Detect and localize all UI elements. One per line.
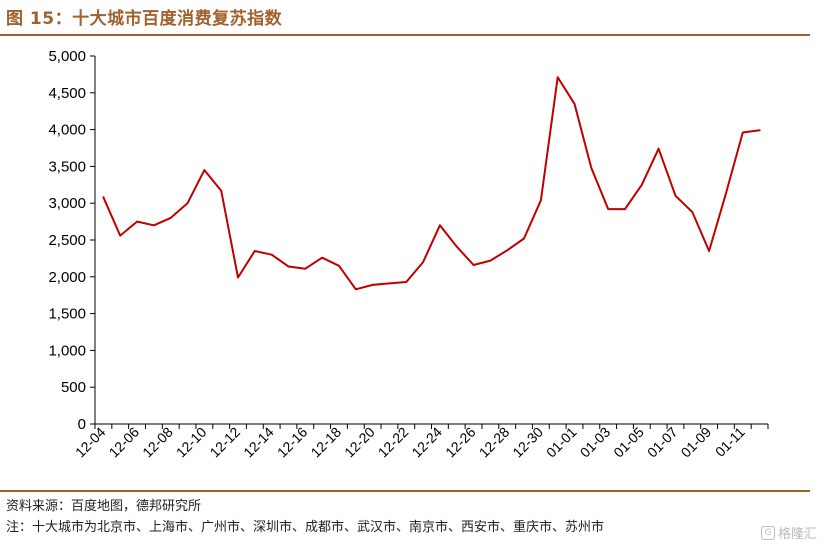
x-tick-label: 12-28 — [476, 424, 513, 461]
data-point — [590, 167, 593, 169]
y-tick-label: 3,500 — [48, 158, 86, 175]
x-tick-label: 01-11 — [712, 424, 748, 460]
data-point — [725, 192, 727, 195]
data-point — [741, 131, 744, 134]
footer-rule — [0, 490, 810, 492]
x-tick-label: 12-16 — [274, 424, 311, 461]
data-point — [153, 224, 155, 227]
data-point — [136, 220, 138, 223]
data-point — [422, 261, 424, 263]
watermark-text: 格隆汇 — [777, 527, 817, 542]
data-point — [573, 103, 576, 105]
data-point — [354, 288, 357, 291]
data-point — [102, 196, 105, 199]
x-tick-label: 12-10 — [173, 424, 210, 461]
y-axis: 0 500 1,000 1,500 2,000 2,500 3,000 3,500 4,000 4… — [48, 48, 96, 433]
series-line — [102, 76, 761, 291]
data-point — [657, 147, 660, 150]
data-point — [237, 276, 239, 279]
title-rule — [0, 34, 810, 36]
x-tick-label: 01-07 — [644, 424, 681, 461]
y-tick-label: 0 — [78, 416, 86, 433]
data-point — [540, 199, 542, 202]
data-point — [304, 267, 307, 270]
data-point — [506, 249, 509, 252]
line-chart: 0 500 1,000 1,500 2,000 2,500 3,000 3,500 4,000 4… — [48, 48, 769, 461]
data-point — [338, 264, 340, 267]
footnote: 注：十大城市为北京市、上海市、广州市、深圳市、成都市、武汉市、南京市、西安市、重… — [6, 520, 605, 535]
y-tick-label: 1,000 — [48, 342, 86, 359]
data-point — [641, 184, 643, 186]
data-point — [439, 224, 441, 227]
y-tick-label: 2,500 — [48, 232, 86, 249]
data-point — [472, 264, 475, 266]
chart-title: 图 15：十大城市百度消费复苏指数 — [6, 9, 283, 29]
y-tick-label: 2,000 — [48, 269, 86, 286]
data-point — [321, 256, 323, 259]
data-point — [220, 189, 222, 192]
data-point — [556, 76, 559, 79]
y-tick-label: 4,000 — [48, 122, 86, 139]
watermark: G 格隆汇 — [760, 523, 817, 542]
data-point — [287, 265, 290, 268]
y-tick-label: 5,000 — [48, 48, 86, 65]
data-point — [203, 169, 206, 171]
data-point — [254, 250, 256, 252]
x-tick-label: 01-09 — [678, 424, 715, 461]
watermark-logo-icon: G — [760, 525, 775, 540]
data-point — [169, 217, 172, 219]
y-tick-label: 1,500 — [48, 306, 86, 323]
x-tick-label: 01-05 — [610, 424, 647, 461]
x-tick-label: 12-26 — [442, 424, 479, 461]
x-tick-label: 01-03 — [577, 424, 614, 461]
x-tick-label: 12-30 — [509, 424, 546, 461]
data-point — [691, 211, 694, 213]
x-tick-label: 12-08 — [139, 424, 176, 461]
data-point — [455, 245, 458, 248]
x-axis: 12-0412-0612-0812-1012-1212-1412-1612-18… — [72, 423, 769, 461]
x-tick-label: 12-14 — [240, 424, 277, 461]
x-tick-label: 01-01 — [543, 424, 580, 461]
data-point — [186, 202, 189, 204]
x-tick-label: 12-06 — [106, 424, 143, 461]
plot-area — [102, 76, 761, 291]
x-tick-label: 12-22 — [375, 424, 412, 461]
y-tick-label: 500 — [61, 379, 86, 396]
data-point — [624, 208, 626, 210]
x-tick-label: 12-12 — [206, 424, 243, 461]
data-point — [371, 284, 374, 286]
y-tick-label: 3,000 — [48, 195, 86, 212]
x-tick-label: 12-20 — [341, 424, 378, 461]
data-point — [270, 253, 273, 256]
y-tick-label: 4,500 — [48, 85, 86, 102]
data-point — [607, 208, 609, 210]
data-point — [674, 195, 677, 197]
data-point — [523, 237, 525, 240]
data-point — [708, 250, 710, 252]
x-tick-label: 12-24 — [408, 424, 445, 461]
data-point — [489, 259, 492, 262]
data-point — [405, 281, 408, 283]
source-note: 资料来源：百度地图，德邦研究所 — [6, 499, 202, 514]
data-point — [758, 129, 761, 132]
data-point — [119, 234, 122, 237]
x-tick-label: 12-18 — [307, 424, 344, 461]
data-point — [388, 282, 391, 285]
